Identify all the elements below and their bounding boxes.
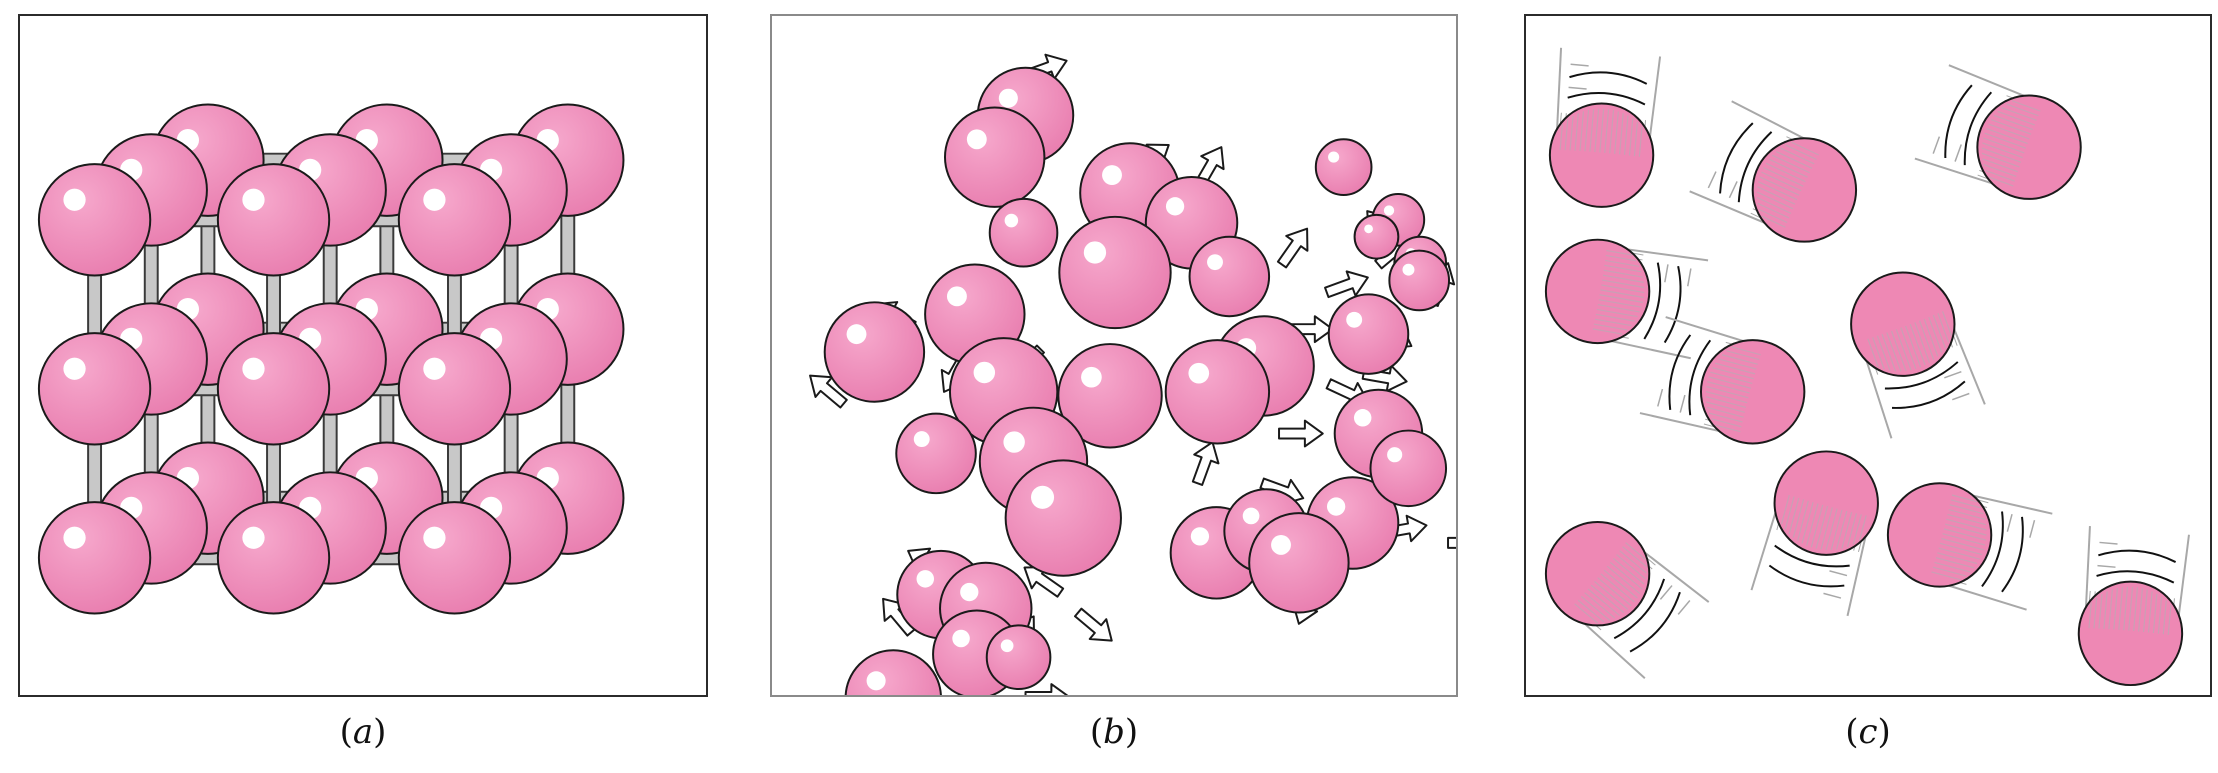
motion-arrow-icon [1276,227,1309,269]
particle-sphere-icon [37,501,152,615]
motion-arrow-icon [1074,607,1113,642]
particle-sphere-icon [1058,215,1172,330]
caption-a: (a) [339,712,387,752]
particle-sphere-icon [397,332,512,446]
caption-c: (c) [1845,712,1891,752]
lattice-atoms [37,103,625,615]
particle-sphere-icon [1751,137,1858,243]
panel-gas [1524,14,2212,697]
particle-sphere-icon [823,301,926,403]
particle-sphere-icon [37,163,152,277]
motion-arrow-icon [1324,270,1369,299]
solid-lattice-drawing [37,103,625,615]
liquid-drawing [809,53,1456,695]
particle-sphere-icon [2077,580,2184,687]
particle-sphere-icon [1188,235,1271,318]
particle-sphere-icon [397,163,512,277]
panel-solid-lattice [18,14,708,697]
particle-sphere-icon [1248,512,1350,614]
particle-sphere-icon [216,501,331,615]
particle-sphere-icon [1773,450,1879,556]
particle-sphere-icon [988,197,1059,268]
liquid-particles [823,66,1451,695]
particle-sphere-icon [895,412,977,495]
particle-sphere-icon [1164,339,1271,445]
particle-sphere-icon [1327,293,1410,375]
caption-b: (b) [1089,712,1139,752]
particle-sphere-icon [1004,459,1122,577]
particle-sphere-icon [1976,94,2082,200]
particle-sphere-icon [37,332,152,446]
particle-sphere-icon [844,649,942,695]
particle-sphere-icon [985,624,1052,691]
particle-sphere-icon [1699,339,1806,445]
particle-sphere-icon [1544,521,1651,627]
motion-arrow-icon [1191,441,1220,486]
motion-arrow-icon [809,374,848,409]
panel-liquid [770,14,1458,697]
particle-sphere-icon [1388,249,1451,312]
particle-sphere-icon [1886,482,1993,588]
particle-sphere-icon [1548,102,1655,208]
particle-sphere-icon [1353,213,1400,260]
particle-sphere-icon [1314,138,1373,196]
motion-arrow-icon [1447,536,1456,549]
motion-arrow-icon [1024,683,1069,695]
particle-sphere-icon [216,163,331,277]
particle-sphere-icon [1057,343,1163,449]
particle-sphere-icon [216,332,331,446]
particle-sphere-icon [1369,429,1448,508]
gas-particles [1544,94,2184,687]
particle-sphere-icon [397,501,512,615]
particle-sphere-icon [1850,271,1956,377]
gas-drawing [1544,47,2190,687]
motion-arrow-icon [1278,419,1324,448]
particle-sphere-icon [944,106,1046,208]
particle-sphere-icon [1544,238,1651,345]
